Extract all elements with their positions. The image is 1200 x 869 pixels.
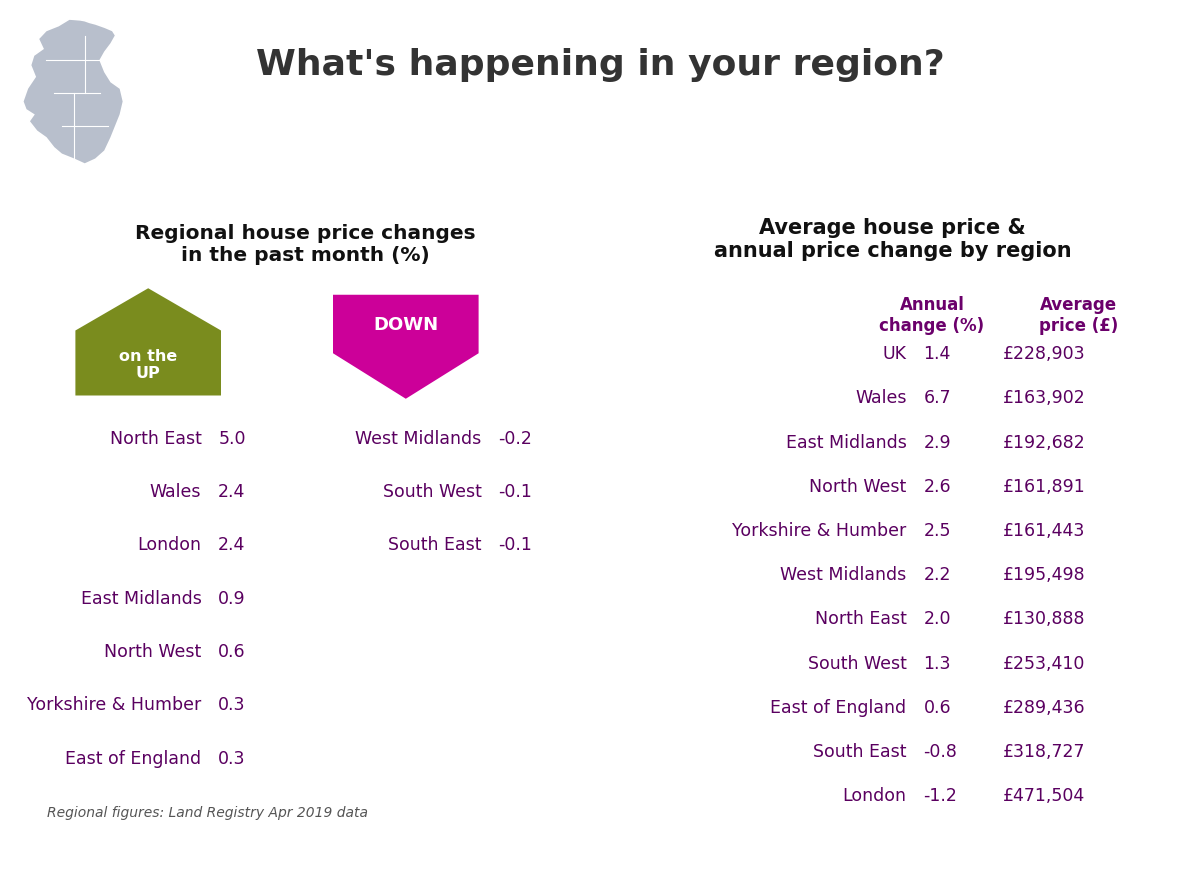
Text: North East: North East (815, 610, 907, 627)
Text: 5.0: 5.0 (218, 429, 246, 448)
Text: 0.3: 0.3 (218, 749, 246, 766)
Text: -1.2: -1.2 (924, 786, 958, 805)
Text: What's happening in your region?: What's happening in your region? (256, 48, 944, 82)
Polygon shape (23, 20, 124, 165)
Text: -0.8: -0.8 (924, 742, 958, 760)
Text: UK: UK (883, 345, 907, 363)
Text: £192,682: £192,682 (1003, 433, 1086, 451)
Text: £161,891: £161,891 (1003, 477, 1086, 495)
Text: £195,498: £195,498 (1003, 566, 1085, 584)
Text: -0.1: -0.1 (498, 482, 532, 501)
Text: London: London (137, 535, 202, 554)
Polygon shape (76, 289, 221, 396)
Text: East of England: East of England (770, 698, 907, 716)
Text: Wales: Wales (150, 482, 202, 501)
Text: 1.4: 1.4 (924, 345, 950, 363)
Text: North East: North East (109, 429, 202, 448)
Text: 1.3: 1.3 (924, 653, 952, 672)
Text: North West: North West (809, 477, 907, 495)
Text: Regional house price changes
in the past month (%): Regional house price changes in the past… (134, 224, 475, 265)
Text: East Midlands: East Midlands (80, 589, 202, 607)
Text: £471,504: £471,504 (1003, 786, 1085, 805)
Text: South West: South West (808, 653, 907, 672)
Text: Average house price &
annual price change by region: Average house price & annual price chang… (714, 217, 1072, 261)
Text: 2.4: 2.4 (218, 482, 246, 501)
Text: £289,436: £289,436 (1003, 698, 1085, 716)
Text: £253,410: £253,410 (1003, 653, 1085, 672)
Text: South West: South West (383, 482, 481, 501)
Polygon shape (332, 295, 479, 399)
Text: 0.3: 0.3 (218, 695, 246, 713)
Text: 0.9: 0.9 (218, 589, 246, 607)
Text: 0.6: 0.6 (924, 698, 952, 716)
Text: £228,903: £228,903 (1003, 345, 1085, 363)
Text: 2.0: 2.0 (924, 610, 952, 627)
Text: 2.9: 2.9 (924, 433, 952, 451)
Text: East Midlands: East Midlands (786, 433, 907, 451)
Text: South East: South East (814, 742, 907, 760)
Text: Yorkshire & Humber: Yorkshire & Humber (28, 695, 202, 713)
Text: £163,902: £163,902 (1003, 389, 1086, 407)
Text: DOWN: DOWN (373, 315, 438, 334)
Text: £161,443: £161,443 (1003, 521, 1085, 540)
Text: 2.6: 2.6 (924, 477, 952, 495)
Text: 2.4: 2.4 (218, 535, 246, 554)
Text: 2.2: 2.2 (924, 566, 952, 584)
Text: West Midlands: West Midlands (355, 429, 481, 448)
Text: South East: South East (388, 535, 481, 554)
Text: Average
price (£): Average price (£) (1039, 295, 1118, 335)
Text: £318,727: £318,727 (1003, 742, 1085, 760)
Text: 2.5: 2.5 (924, 521, 952, 540)
Text: -0.2: -0.2 (498, 429, 532, 448)
Text: Yorkshire & Humber: Yorkshire & Humber (732, 521, 907, 540)
Text: East of England: East of England (65, 749, 202, 766)
Text: 0.6: 0.6 (218, 642, 246, 660)
Text: 6.7: 6.7 (924, 389, 952, 407)
Text: -0.1: -0.1 (498, 535, 532, 554)
Text: Regional figures: Land Registry Apr 2019 data: Regional figures: Land Registry Apr 2019… (47, 806, 368, 819)
Text: West Midlands: West Midlands (780, 566, 907, 584)
Text: North West: North West (104, 642, 202, 660)
Text: Wales: Wales (856, 389, 907, 407)
Text: £130,888: £130,888 (1003, 610, 1085, 627)
Text: London: London (842, 786, 907, 805)
Text: Annual
change (%): Annual change (%) (880, 295, 985, 335)
Text: on the
UP: on the UP (119, 348, 178, 381)
